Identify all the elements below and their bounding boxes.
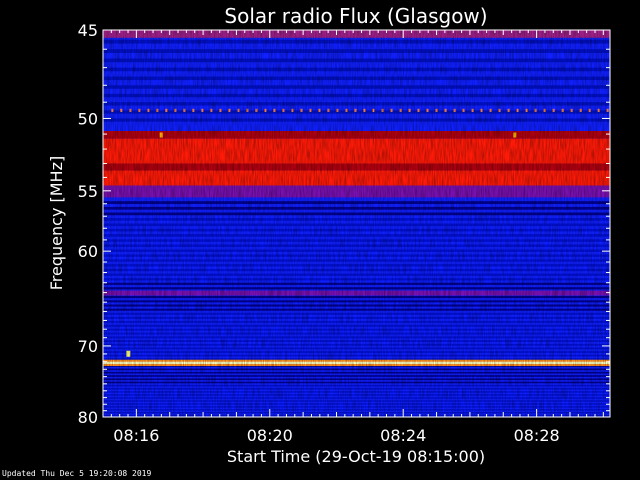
x-axis: 08:16 08:20 08:24 08:28	[110, 30, 604, 445]
chart-title: Solar radio Flux (Glasgow)	[224, 4, 487, 28]
plot-frame	[102, 29, 611, 418]
y-tick-label: 50	[78, 109, 98, 128]
y-axis-label: Frequency [MHz]	[47, 156, 66, 290]
noise-texture	[103, 30, 610, 417]
x-tick-label: 08:28	[514, 426, 560, 445]
y-tick-label: 45	[78, 21, 98, 40]
y-axis: 45 50 55 60 70 80	[78, 21, 610, 427]
y-tick-label: 80	[78, 408, 98, 427]
update-timestamp: Updated Thu Dec 5 19:20:08 2019	[2, 469, 152, 478]
x-tick-label: 08:16	[113, 426, 159, 445]
y-tick-label: 60	[78, 242, 98, 261]
x-tick-label: 08:20	[247, 426, 293, 445]
x-tick-label: 08:24	[380, 426, 426, 445]
y-tick-label: 55	[78, 182, 98, 201]
y-tick-label: 70	[78, 337, 98, 356]
x-axis-label: Start Time (29-Oct-19 08:15:00)	[227, 447, 485, 466]
